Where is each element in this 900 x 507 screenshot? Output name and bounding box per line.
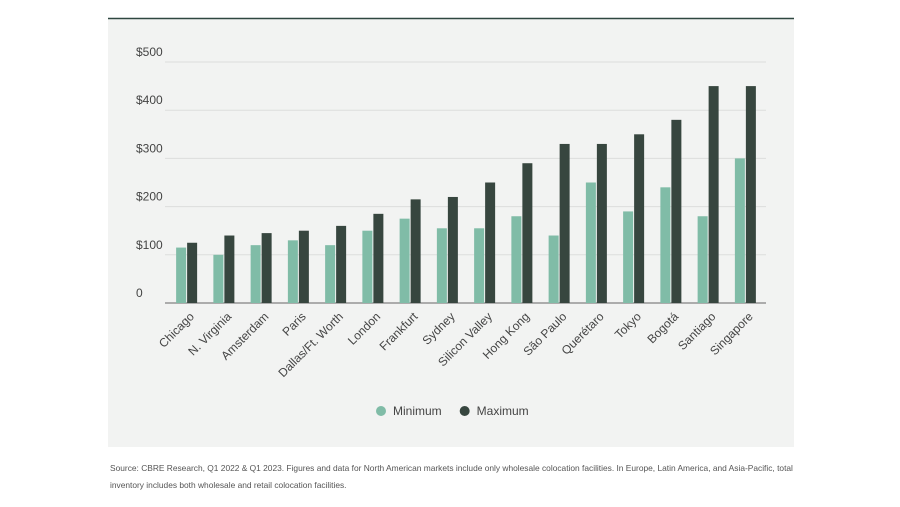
y-tick-label: $400 [136,93,163,107]
y-tick-label: 0 [136,286,143,300]
bar [559,143,570,303]
bar [485,182,496,303]
bar [548,235,559,303]
legend-label: Maximum [477,404,529,418]
source-note: Source: CBRE Research, Q1 2022 & Q1 2023… [110,463,793,490]
bar [224,235,235,303]
legend-marker [459,406,470,416]
y-tick-label: $100 [136,238,163,252]
bar [187,242,198,303]
bar [399,218,410,303]
bar [325,245,336,303]
bar [745,86,756,303]
bar [287,240,298,303]
bar [474,228,485,303]
bar [447,196,458,303]
bar [585,182,596,303]
bar [362,230,373,303]
bar [176,247,187,303]
bar [261,233,272,303]
bar [250,245,261,303]
y-tick-label: $500 [136,45,163,59]
bar [697,216,708,303]
bar [596,143,607,303]
bar [660,187,671,303]
y-tick-label: $300 [136,141,163,155]
bar [410,199,421,303]
bar [511,216,522,303]
bar [708,86,719,303]
bar [436,228,447,303]
legend-label: Minimum [393,404,442,418]
bar [623,211,634,303]
bar [213,254,224,303]
bar [634,134,645,303]
legend-marker [376,406,386,416]
bar [671,119,682,303]
bar [298,230,309,303]
bar [734,158,745,303]
bar [336,225,347,303]
bar [522,163,533,303]
y-tick-label: $200 [136,190,163,204]
bar [373,213,384,303]
